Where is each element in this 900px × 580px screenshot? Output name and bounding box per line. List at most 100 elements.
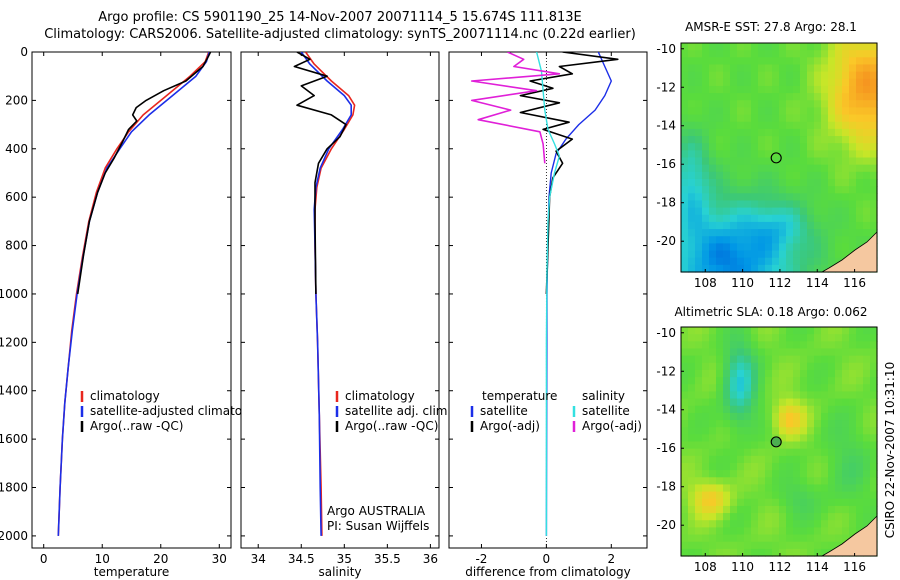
heatmap-cell bbox=[765, 257, 773, 266]
heatmap-cell bbox=[835, 448, 843, 457]
heatmap-cell bbox=[702, 207, 710, 216]
heatmap-cell bbox=[793, 193, 801, 202]
heatmap-cell bbox=[786, 136, 794, 144]
heatmap-cell bbox=[849, 107, 857, 116]
heatmap-cell bbox=[870, 420, 878, 428]
heatmap-cell bbox=[751, 78, 759, 87]
heatmap-cell bbox=[793, 405, 801, 414]
x-tick-label: 108 bbox=[694, 560, 717, 574]
heatmap-cell bbox=[800, 377, 808, 385]
heatmap-cell bbox=[758, 441, 766, 450]
heatmap-cell bbox=[681, 78, 689, 87]
heatmap-cell bbox=[807, 355, 815, 364]
heatmap-cell bbox=[688, 391, 696, 400]
heatmap-cell bbox=[765, 427, 773, 435]
y-tick-label: 1600 bbox=[0, 432, 28, 446]
heatmap-cell bbox=[688, 369, 696, 378]
heatmap-cell bbox=[793, 229, 801, 237]
heatmap-cell bbox=[828, 128, 836, 137]
x-tick-label: 108 bbox=[694, 276, 717, 290]
heatmap-cell bbox=[716, 548, 724, 557]
heatmap-cell bbox=[772, 71, 780, 80]
heatmap-cell bbox=[716, 150, 724, 159]
heatmap-cell bbox=[716, 186, 724, 194]
heatmap-cell bbox=[716, 491, 724, 500]
heatmap-cell bbox=[842, 157, 850, 166]
heatmap-cell bbox=[709, 78, 717, 87]
heatmap-cell bbox=[730, 505, 738, 514]
heatmap-cell bbox=[751, 541, 759, 550]
heatmap-cell bbox=[828, 221, 836, 230]
heatmap-cell bbox=[688, 462, 696, 471]
heatmap-cell bbox=[814, 441, 822, 450]
heatmap-cell bbox=[730, 341, 738, 350]
heatmap-cell bbox=[800, 57, 808, 66]
heatmap-cell bbox=[842, 527, 850, 536]
heatmap-cell bbox=[744, 114, 752, 123]
heatmap-cell bbox=[688, 236, 696, 244]
heatmap-cell bbox=[765, 355, 773, 364]
heatmap-cell bbox=[723, 236, 731, 244]
heatmap-cell bbox=[723, 193, 731, 202]
heatmap-cell bbox=[807, 214, 815, 223]
heatmap-cell bbox=[842, 164, 850, 173]
heatmap-cell bbox=[751, 178, 759, 187]
heatmap-cell bbox=[842, 377, 850, 385]
heatmap-cell bbox=[779, 50, 787, 58]
heatmap-cell bbox=[723, 200, 731, 209]
heatmap-cell bbox=[793, 420, 801, 428]
heatmap-cell bbox=[814, 498, 822, 507]
heatmap-cell bbox=[800, 441, 808, 450]
heatmap-cell bbox=[856, 43, 864, 51]
heatmap-cell bbox=[793, 100, 801, 109]
heatmap-cell bbox=[716, 462, 724, 471]
heatmap-cell bbox=[723, 427, 731, 435]
heatmap-cell bbox=[681, 527, 689, 536]
heatmap-cell bbox=[688, 107, 696, 116]
heatmap-cell bbox=[835, 369, 843, 378]
heatmap-cell bbox=[765, 477, 773, 486]
heatmap-cell bbox=[856, 85, 864, 94]
heatmap-cell bbox=[849, 243, 857, 252]
heatmap-cell bbox=[772, 391, 780, 400]
heatmap-cell bbox=[758, 78, 766, 87]
y-tick-label: 800 bbox=[5, 239, 28, 253]
heatmap-cell bbox=[863, 405, 871, 414]
heatmap-cell bbox=[870, 128, 878, 137]
heatmap-cell bbox=[800, 186, 808, 194]
heatmap-cell bbox=[786, 264, 794, 273]
heatmap-cell bbox=[758, 107, 766, 116]
heatmap-cell bbox=[814, 470, 822, 478]
heatmap-cell bbox=[695, 377, 703, 385]
heatmap-cell bbox=[835, 362, 843, 371]
heatmap-cell bbox=[863, 341, 871, 350]
heatmap-cell bbox=[695, 448, 703, 457]
heatmap-cell bbox=[730, 484, 738, 493]
heatmap-cell bbox=[765, 64, 773, 73]
heatmap-cell bbox=[681, 384, 689, 393]
heatmap-cell bbox=[758, 405, 766, 414]
heatmap-cell bbox=[835, 327, 843, 335]
heatmap-cell bbox=[835, 243, 843, 252]
heatmap-cell bbox=[821, 229, 829, 237]
heatmap-cell bbox=[751, 513, 759, 521]
heatmap-cell bbox=[863, 171, 871, 180]
heatmap-cell bbox=[814, 477, 822, 486]
heatmap-cell bbox=[842, 100, 850, 109]
heatmap-cell bbox=[800, 484, 808, 493]
heatmap-cell bbox=[814, 505, 822, 514]
heatmap-cell bbox=[779, 534, 787, 543]
x-tick-label: 116 bbox=[843, 276, 866, 290]
heatmap-cell bbox=[800, 391, 808, 400]
heatmap-cell bbox=[821, 369, 829, 378]
heatmap-cell bbox=[807, 164, 815, 173]
heatmap-cell bbox=[716, 369, 724, 378]
heatmap-cell bbox=[821, 412, 829, 421]
heatmap-cell bbox=[842, 362, 850, 371]
x-tick-label: 36 bbox=[423, 552, 438, 566]
heatmap-cell bbox=[870, 229, 878, 237]
heatmap-cell bbox=[695, 193, 703, 202]
heatmap-cell bbox=[814, 334, 822, 342]
heatmap-cell bbox=[681, 143, 689, 151]
heatmap-cell bbox=[702, 477, 710, 486]
